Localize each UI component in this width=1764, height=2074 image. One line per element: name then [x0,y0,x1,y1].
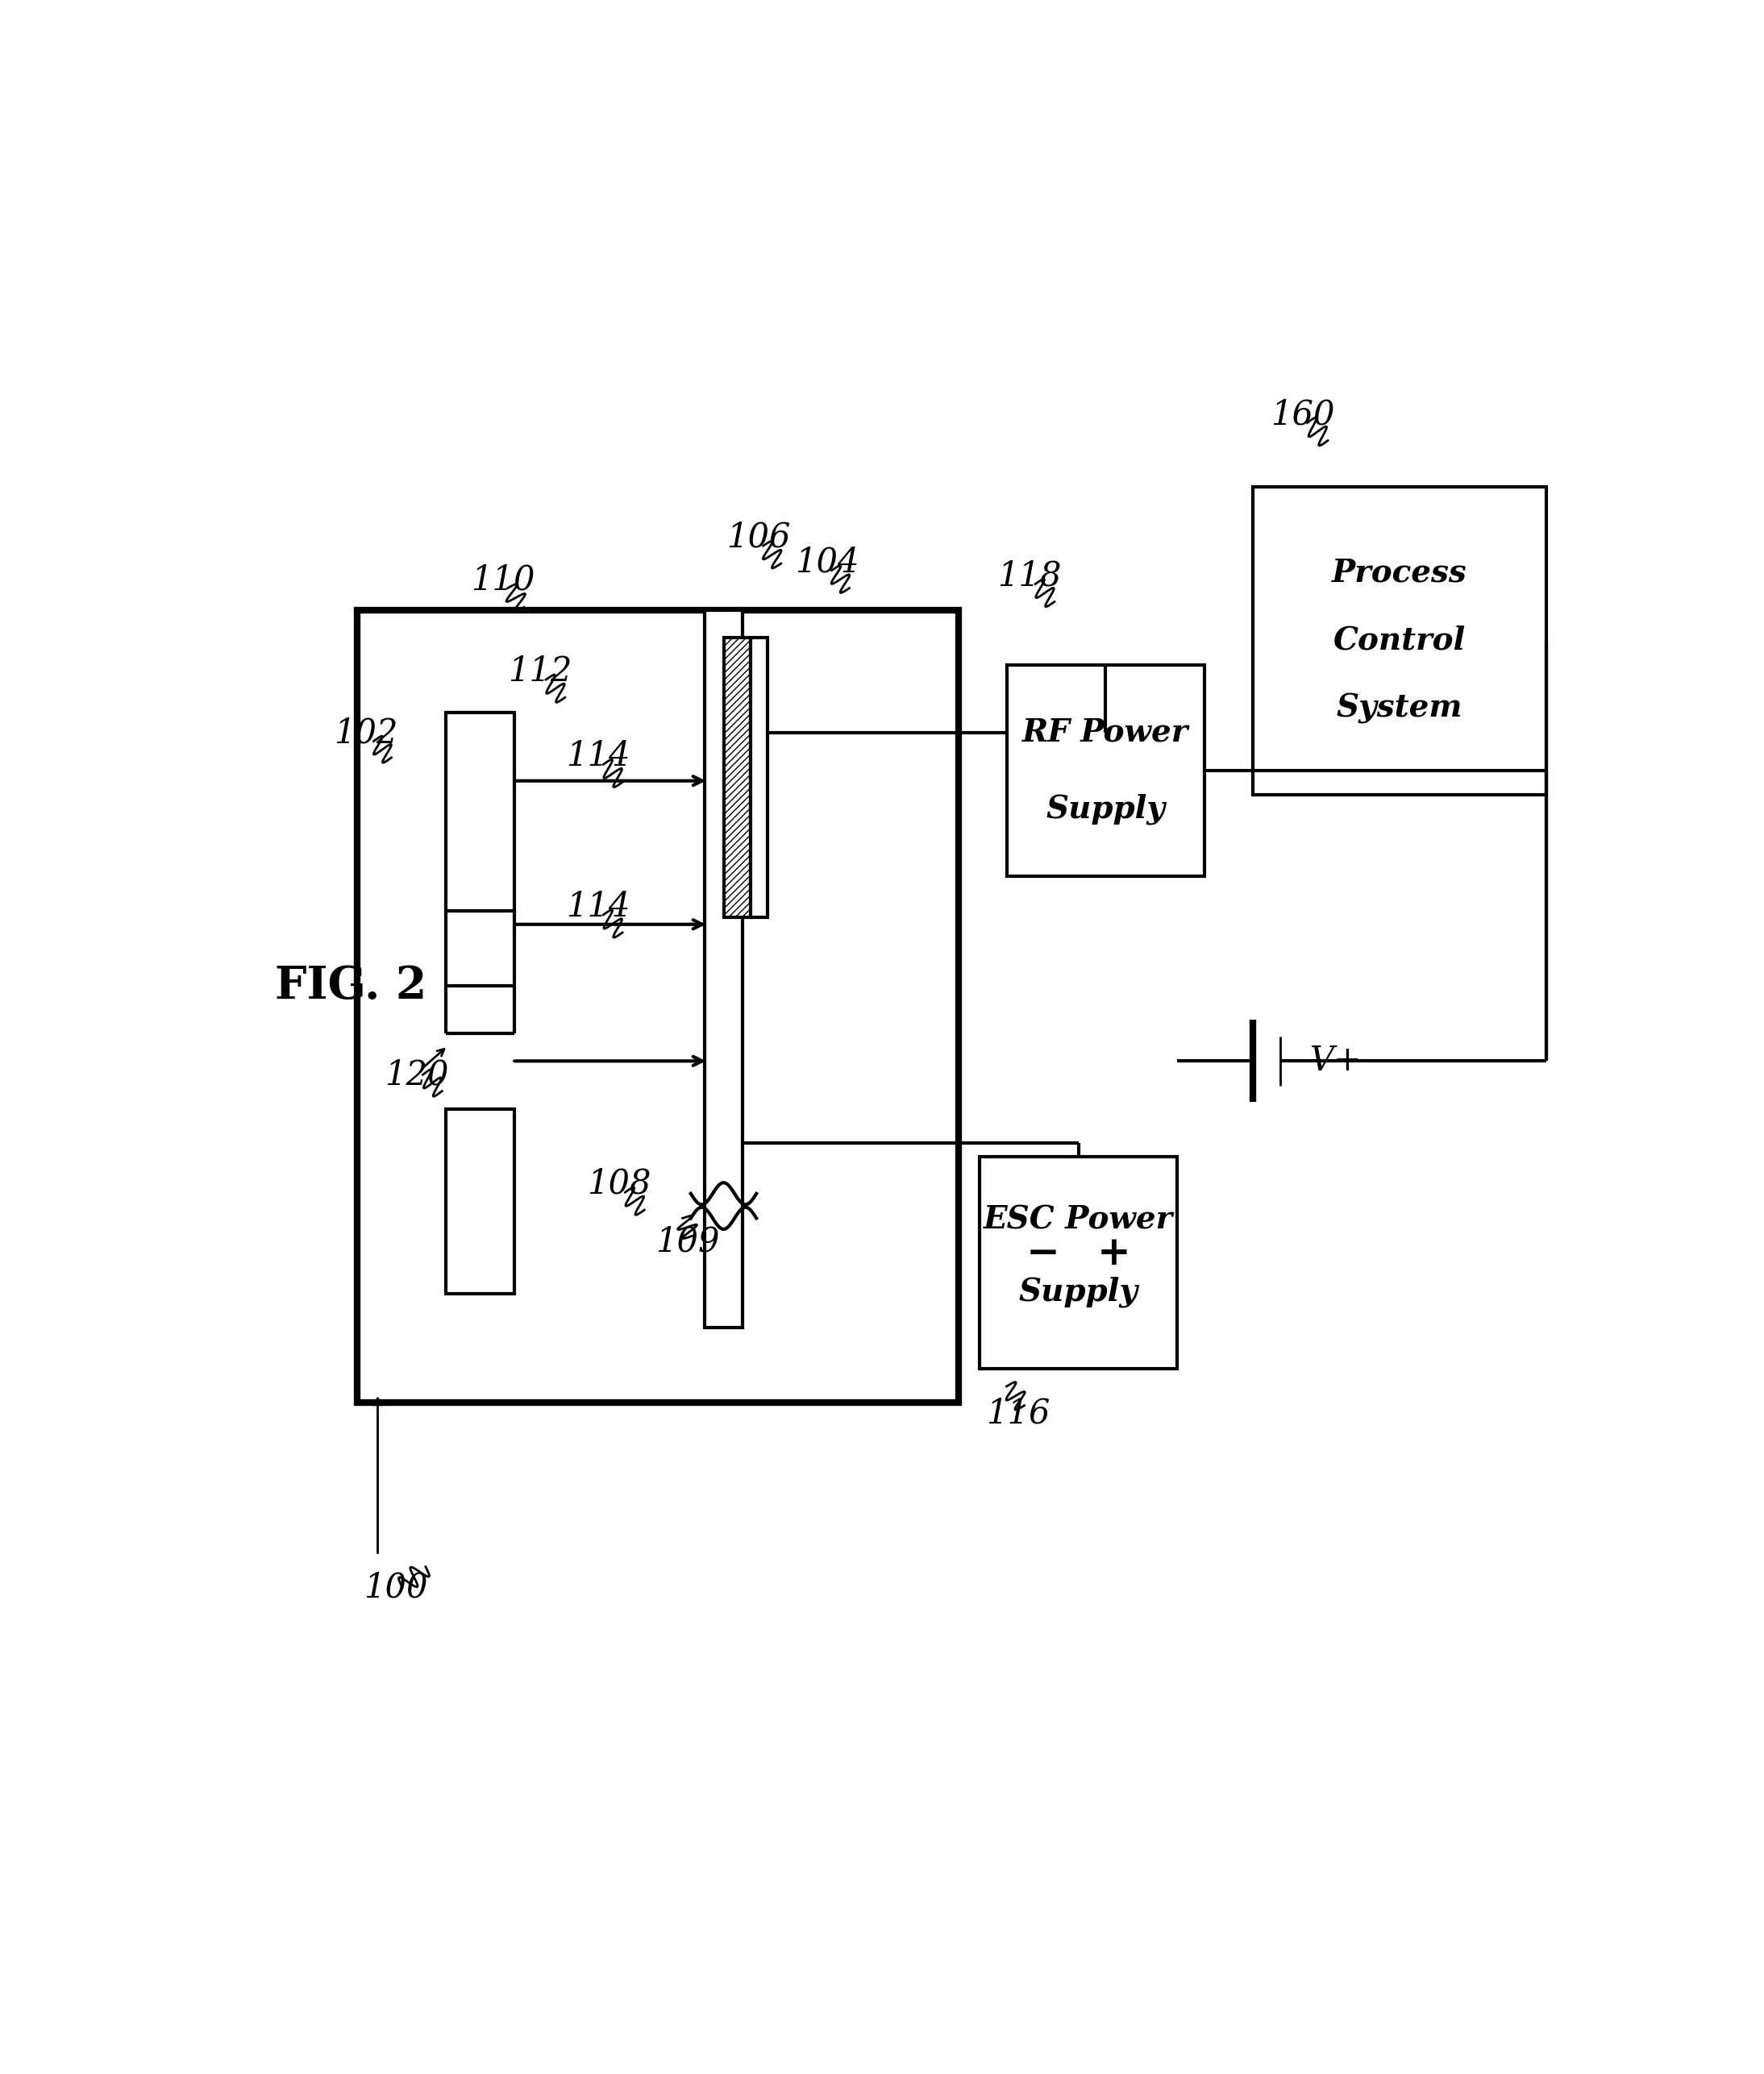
Text: 106: 106 [727,521,790,554]
Bar [723,637,751,917]
Text: 102: 102 [333,716,399,751]
Text: 114: 114 [566,890,630,923]
Text: 116: 116 [986,1396,1050,1431]
Bar [1252,487,1547,794]
Bar [1007,664,1205,877]
Text: ESC Power: ESC Power [984,1205,1173,1236]
Text: Control: Control [1334,626,1466,655]
Text: FIG. 2: FIG. 2 [275,964,427,1008]
Text: Process: Process [1332,558,1468,589]
Text: RF Power: RF Power [1023,718,1189,749]
Text: System: System [1337,693,1462,724]
Bar [446,713,515,910]
Bar [751,637,767,917]
Text: 110: 110 [471,562,534,597]
Text: 104: 104 [794,545,859,579]
Text: −: − [1027,1234,1060,1273]
Bar [704,610,743,1327]
Text: 108: 108 [587,1168,651,1201]
Text: 160: 160 [1270,398,1335,431]
Bar [979,1157,1178,1369]
Text: 114: 114 [566,738,630,774]
Text: Supply: Supply [1018,1278,1138,1309]
Text: 120: 120 [385,1058,448,1091]
Text: 118: 118 [997,558,1062,593]
Bar [446,1110,515,1294]
Text: +: + [1097,1234,1131,1273]
Bar [356,610,960,1402]
Text: 109: 109 [654,1224,720,1259]
Text: 100: 100 [363,1570,429,1603]
Text: V+: V+ [1311,1043,1362,1078]
Text: 112: 112 [508,655,572,689]
Text: Supply: Supply [1046,792,1166,823]
